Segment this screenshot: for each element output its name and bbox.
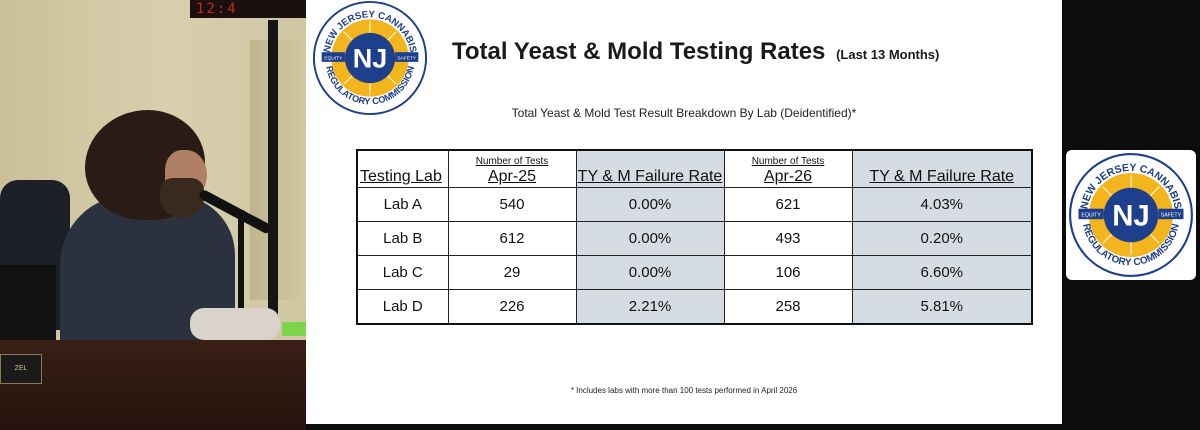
slide-title-sub: (Last 13 Months): [836, 47, 940, 62]
commission-logo: NJ NEW JERSEY CANNABIS REGULATORY COMMIS…: [312, 0, 428, 116]
table-header-row: Testing Lab Number of Tests Apr-25 TY & …: [356, 149, 1033, 188]
header-rate-apr26: TY & M Failure Rate: [851, 149, 1033, 188]
table-row: Lab B 612 0.00% 493 0.20%: [356, 221, 1033, 256]
lab-results-table: Testing Lab Number of Tests Apr-25 TY & …: [356, 149, 1033, 325]
logo-left-tag: EQUITY: [1081, 213, 1101, 219]
header-tests-apr25: Number of Tests Apr-25: [447, 149, 577, 188]
cell-tests-apr25: 540: [447, 187, 577, 222]
cell-rate-apr26: 6.60%: [851, 255, 1033, 290]
slide-title: Total Yeast & Mold Testing Rates (Last 1…: [452, 38, 939, 66]
header-tests-apr26: Number of Tests Apr-26: [723, 149, 853, 188]
table-row: Lab D 226 2.21% 258 5.81%: [356, 289, 1033, 325]
cell-tests-apr26: 493: [723, 221, 853, 256]
green-paper: [282, 322, 306, 336]
cell-tests-apr25: 29: [447, 255, 577, 290]
cell-tests-apr26: 106: [723, 255, 853, 290]
cell-tests-apr26: 258: [723, 289, 853, 325]
right-logo-card: NJ NEW JERSEY CANNABIS REGULATORY COMMIS…: [1066, 150, 1196, 280]
cell-lab: Lab A: [356, 187, 449, 222]
cell-tests-apr25: 226: [447, 289, 577, 325]
cell-lab: Lab B: [356, 221, 449, 256]
cell-rate-apr26: 0.20%: [851, 221, 1033, 256]
cell-lab: Lab D: [356, 289, 449, 325]
speaker-hand: [190, 308, 280, 340]
cell-rate-apr25: 0.00%: [575, 187, 725, 222]
nameplate: ZEL: [0, 354, 42, 384]
table-row: Lab A 540 0.00% 621 4.03%: [356, 187, 1033, 222]
speaker-beard: [160, 178, 204, 218]
right-panel: NJ NEW JERSEY CANNABIS REGULATORY COMMIS…: [1062, 0, 1200, 430]
desk: [0, 340, 306, 430]
microphone-stand: [238, 210, 244, 320]
logo-monogram: NJ: [353, 44, 388, 74]
cell-rate-apr26: 5.81%: [851, 289, 1033, 325]
logo-right-tag: SAFETY: [1161, 213, 1182, 219]
wall-clock: 12:4: [190, 0, 306, 18]
cell-tests-apr26: 621: [723, 187, 853, 222]
cell-rate-apr25: 0.00%: [575, 255, 725, 290]
slide-title-main: Total Yeast & Mold Testing Rates: [452, 38, 826, 65]
header-testing-lab: Testing Lab: [356, 149, 449, 188]
cell-tests-apr25: 612: [447, 221, 577, 256]
wall-panel: [250, 40, 306, 300]
cell-rate-apr26: 4.03%: [851, 187, 1033, 222]
slide-subtitle: Total Yeast & Mold Test Result Breakdown…: [511, 106, 857, 120]
cell-rate-apr25: 0.00%: [575, 221, 725, 256]
logo-left-tag: EQUITY: [324, 55, 343, 61]
commission-logo: NJ NEW JERSEY CANNABIS REGULATORY COMMIS…: [1069, 153, 1193, 277]
table-row: Lab C 29 0.00% 106 6.60%: [356, 255, 1033, 290]
logo-right-tag: SAFETY: [397, 55, 417, 61]
slide-footnote: * Includes labs with more than 100 tests…: [570, 386, 798, 395]
presentation-slide: NJ NEW JERSEY CANNABIS REGULATORY COMMIS…: [306, 0, 1062, 424]
cell-lab: Lab C: [356, 255, 449, 290]
header-rate-apr25: TY & M Failure Rate: [575, 149, 725, 188]
logo-monogram: NJ: [1112, 200, 1150, 233]
flag-pole: [268, 20, 278, 320]
cell-rate-apr25: 2.21%: [575, 289, 725, 325]
camera-feed: 12:4 ZEL: [0, 0, 306, 430]
